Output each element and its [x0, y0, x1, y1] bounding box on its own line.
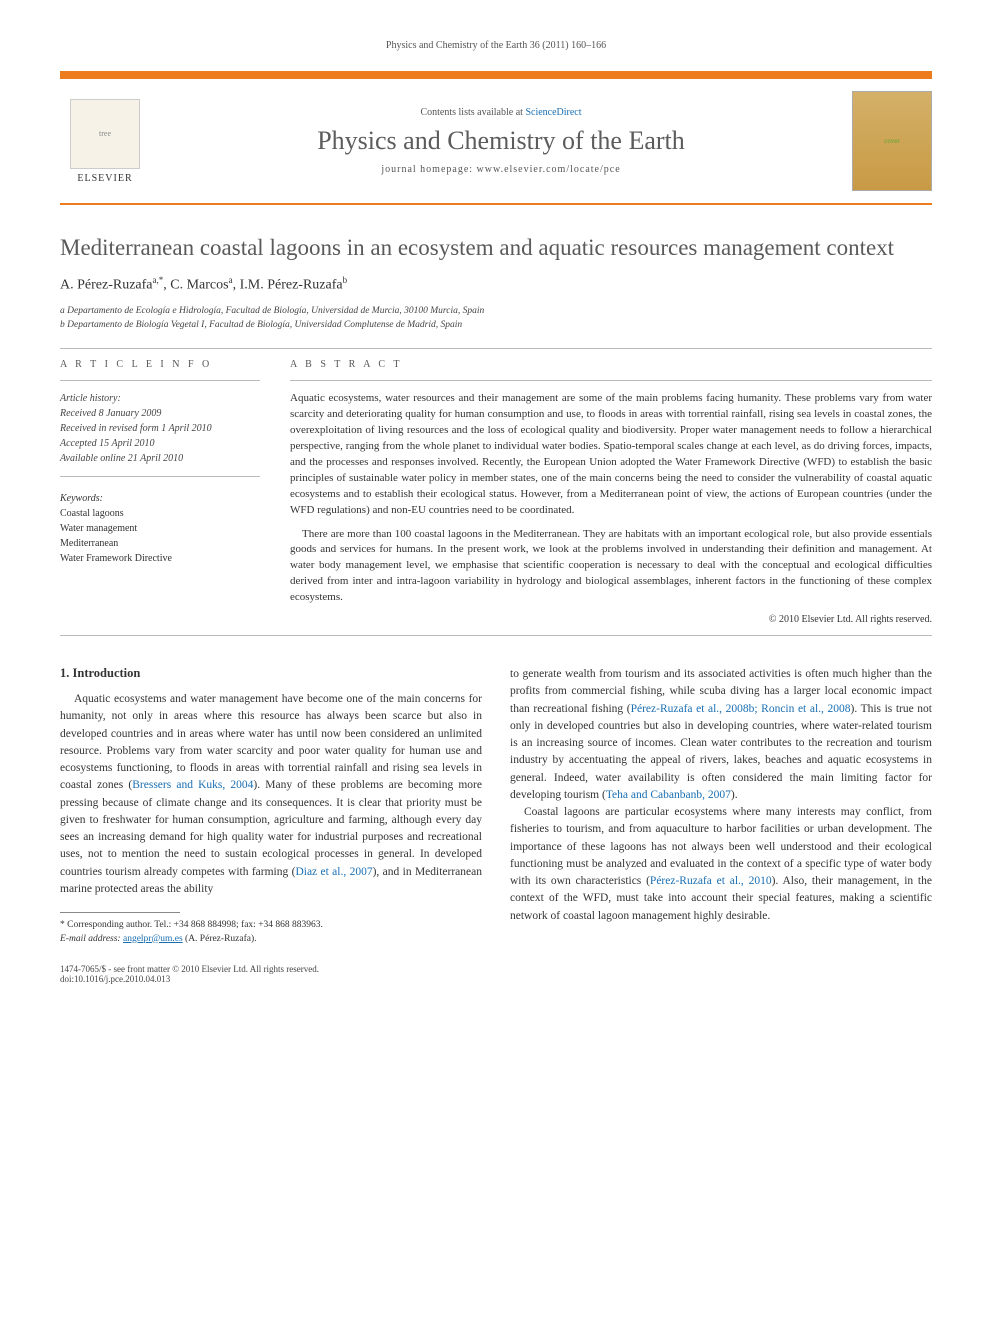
contents-prefix: Contents lists available at — [420, 107, 525, 118]
citation-diaz[interactable]: Diaz et al., 2007 — [295, 866, 372, 878]
section-heading-introduction: 1. Introduction — [60, 666, 482, 681]
journal-homepage: journal homepage: www.elsevier.com/locat… — [166, 164, 836, 175]
info-divider-1 — [60, 380, 260, 381]
article-title: Mediterranean coastal lagoons in an ecos… — [60, 233, 932, 263]
journal-name: Physics and Chemistry of the Earth — [166, 126, 836, 156]
keywords-label: Keywords: — [60, 491, 260, 506]
author-1: A. Pérez-Ruzafa — [60, 278, 153, 293]
intro-p1-cont: to generate wealth from tourism and its … — [510, 666, 932, 804]
abstract-divider — [290, 380, 932, 381]
right-p1b: ). This is true not only in developed co… — [510, 703, 932, 801]
corresponding-author-footnote: * Corresponding author. Tel.: +34 868 88… — [60, 919, 482, 946]
running-head: Physics and Chemistry of the Earth 36 (2… — [60, 40, 932, 51]
masthead: tree ELSEVIER Contents lists available a… — [60, 71, 932, 205]
keywords: Keywords: Coastal lagoons Water manageme… — [60, 491, 260, 566]
page-root: Physics and Chemistry of the Earth 36 (2… — [0, 0, 992, 1024]
column-left: 1. Introduction Aquatic ecosystems and w… — [60, 666, 482, 946]
history-accepted: Accepted 15 April 2010 — [60, 438, 155, 449]
abstract-p2: There are more than 100 coastal lagoons … — [290, 527, 932, 607]
article-info: A R T I C L E I N F O Article history: R… — [60, 359, 260, 625]
footer-front-matter: 1474-7065/$ - see front matter © 2010 El… — [60, 964, 319, 974]
history-revised: Received in revised form 1 April 2010 — [60, 423, 212, 434]
history-label: Article history: — [60, 393, 121, 404]
footnote-email-link[interactable]: angelpr@um.es — [123, 934, 183, 944]
footnote-email-label: E-mail address: — [60, 934, 123, 944]
intro-p1a: Aquatic ecosystems and water management … — [60, 693, 482, 791]
footer-doi: doi:10.1016/j.pce.2010.04.013 — [60, 974, 319, 984]
author-list: A. Pérez-Ruzafaa,*, C. Marcosa, I.M. Pér… — [60, 275, 932, 294]
right-p1c: ). — [731, 789, 738, 801]
abstract-copyright: © 2010 Elsevier Ltd. All rights reserved… — [290, 614, 932, 625]
info-divider-2 — [60, 476, 260, 477]
abstract-heading: A B S T R A C T — [290, 359, 932, 370]
contents-line: Contents lists available at ScienceDirec… — [166, 107, 836, 118]
affiliation-a: a Departamento de Ecología e Hidrología,… — [60, 304, 932, 318]
body-columns: 1. Introduction Aquatic ecosystems and w… — [60, 666, 932, 946]
divider-top — [60, 348, 932, 349]
masthead-left: tree ELSEVIER — [60, 99, 150, 184]
page-footer: 1474-7065/$ - see front matter © 2010 El… — [60, 964, 932, 984]
intro-p2: Coastal lagoons are particular ecosystem… — [510, 804, 932, 925]
journal-cover-icon: cover — [852, 91, 932, 191]
history-online: Available online 21 April 2010 — [60, 453, 183, 464]
homepage-url: www.elsevier.com/locate/pce — [477, 164, 621, 175]
affiliation-b: b Departamento de Biología Vegetal I, Fa… — [60, 318, 932, 332]
footnote-corr: * Corresponding author. Tel.: +34 868 88… — [60, 919, 482, 932]
author-2: , C. Marcos — [163, 278, 228, 293]
citation-bressers[interactable]: Bressers and Kuks, 2004 — [132, 779, 253, 791]
info-abstract-row: A R T I C L E I N F O Article history: R… — [60, 359, 932, 625]
author-3: , I.M. Pérez-Ruzafa — [233, 278, 343, 293]
footnote-email-suffix: (A. Pérez-Ruzafa). — [183, 934, 257, 944]
intro-p1b: ). Many of these problems are becoming m… — [60, 779, 482, 877]
citation-perez-2010[interactable]: Pérez-Ruzafa et al., 2010 — [650, 875, 772, 887]
divider-bottom — [60, 635, 932, 636]
abstract-p1: Aquatic ecosystems, water resources and … — [290, 391, 932, 519]
article-info-heading: A R T I C L E I N F O — [60, 359, 260, 370]
keyword-1: Coastal lagoons — [60, 508, 124, 519]
author-3-sup: b — [343, 275, 348, 285]
citation-perez-roncin[interactable]: Pérez-Ruzafa et al., 2008b; Roncin et al… — [631, 703, 851, 715]
history-received: Received 8 January 2009 — [60, 408, 161, 419]
affiliations: a Departamento de Ecología e Hidrología,… — [60, 304, 932, 333]
keyword-2: Water management — [60, 523, 137, 534]
article-history: Article history: Received 8 January 2009… — [60, 391, 260, 466]
footnote-separator — [60, 912, 180, 913]
footer-left: 1474-7065/$ - see front matter © 2010 El… — [60, 964, 319, 984]
keyword-3: Mediterranean — [60, 538, 118, 549]
sciencedirect-link[interactable]: ScienceDirect — [525, 107, 581, 118]
column-right: to generate wealth from tourism and its … — [510, 666, 932, 946]
elsevier-tree-icon: tree — [70, 99, 140, 169]
elsevier-label: ELSEVIER — [77, 173, 132, 184]
abstract: A B S T R A C T Aquatic ecosystems, wate… — [290, 359, 932, 625]
masthead-center: Contents lists available at ScienceDirec… — [166, 107, 836, 175]
author-1-sup: a,* — [153, 275, 164, 285]
homepage-prefix: journal homepage: — [381, 164, 476, 175]
citation-teha[interactable]: Teha and Cabanbanb, 2007 — [606, 789, 731, 801]
intro-p1: Aquatic ecosystems and water management … — [60, 691, 482, 898]
keyword-4: Water Framework Directive — [60, 553, 172, 564]
